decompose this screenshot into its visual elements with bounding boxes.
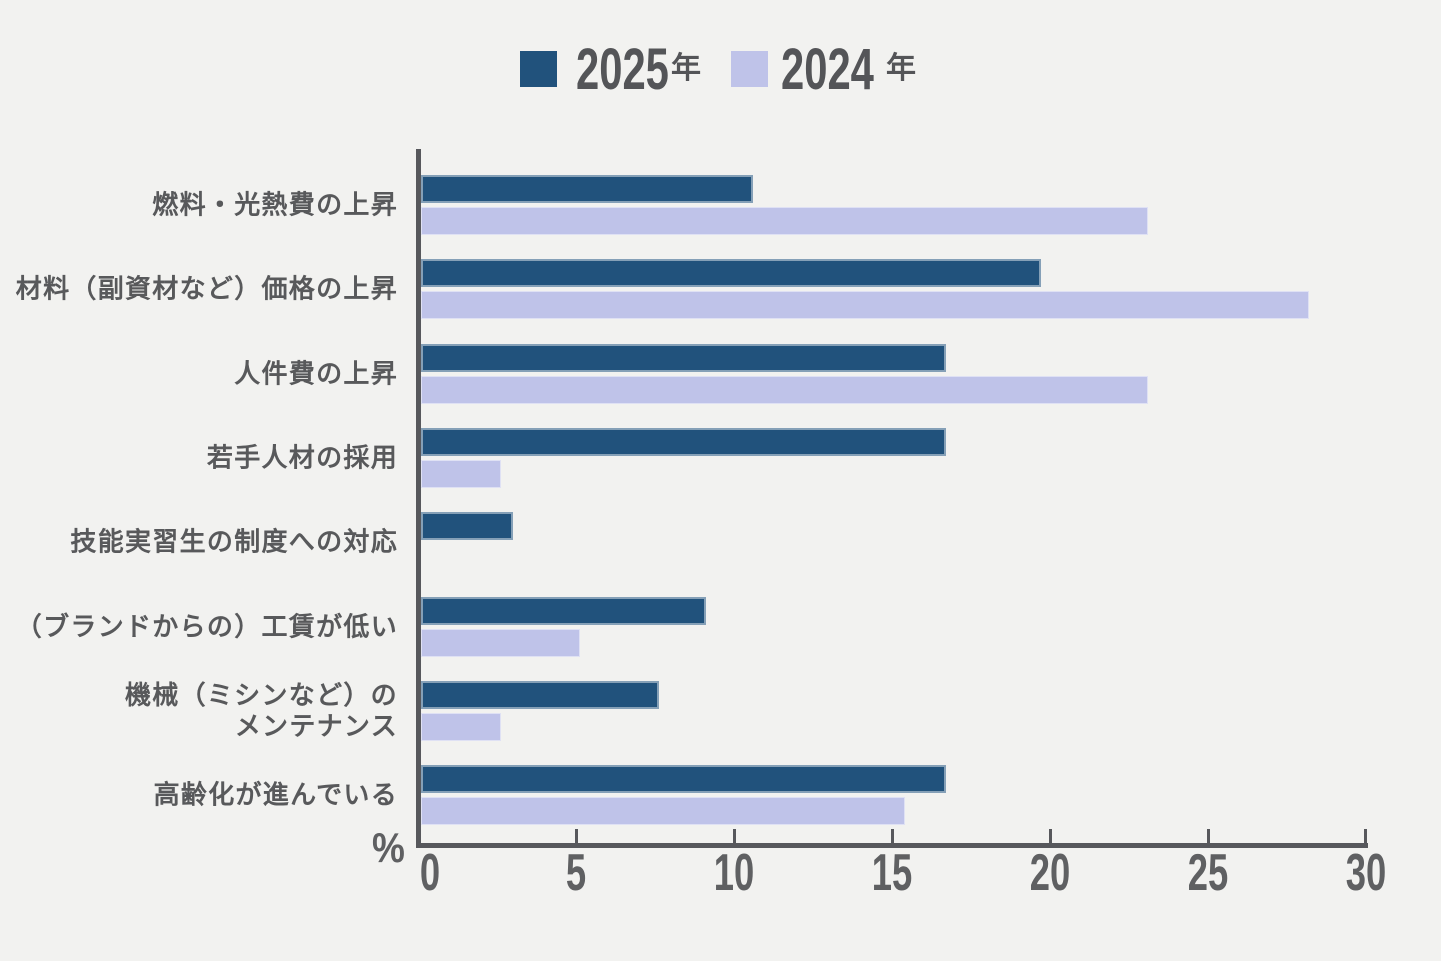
bar-2024: [420, 459, 501, 488]
x-axis-line: [416, 843, 1368, 848]
x-tick-label: 10: [714, 844, 755, 902]
bar-2024: [420, 712, 501, 741]
bar-2024: [420, 628, 580, 657]
bar-2024: [420, 207, 1148, 235]
x-tick: [1364, 829, 1368, 844]
bar-2024: [420, 291, 1310, 320]
legend-label-2025: 2025: [576, 37, 669, 102]
x-tick-label: 20: [1029, 844, 1071, 902]
bar-2025: [420, 596, 706, 625]
category-label: 燃料・光熱費の上昇: [152, 189, 398, 220]
category-label: （ブランドからの）工賃が低い: [15, 611, 398, 641]
bar-2025: [420, 259, 1041, 288]
x-axis-unit-label: %: [372, 824, 405, 871]
x-tick: [890, 829, 894, 844]
x-tick: [574, 829, 578, 844]
category-label: 人件費の上昇: [234, 358, 398, 389]
bar-2025: [420, 765, 946, 794]
x-tick-label: 0: [419, 844, 441, 902]
legend-swatch-2024: [731, 51, 768, 87]
x-tick: [732, 829, 736, 844]
bar-2024: [420, 375, 1148, 404]
legend-swatch-2025: [520, 51, 557, 87]
y-axis-line: [416, 149, 421, 847]
x-tick-label: 25: [1187, 844, 1229, 902]
x-tick-label: 30: [1345, 844, 1387, 902]
bar-2025: [420, 427, 946, 456]
bar-2025: [420, 175, 754, 203]
category-label: 高齢化が進んでいる: [153, 779, 398, 810]
legend-suffix-2024: 年: [886, 52, 916, 85]
legend-suffix-2025: 年: [671, 52, 701, 85]
x-tick-label: 15: [871, 844, 913, 902]
legend-label-2024: 2024: [781, 37, 874, 102]
x-tick: [1206, 829, 1210, 844]
bar-2025: [420, 512, 514, 541]
category-label: 若手人材の採用: [206, 442, 398, 473]
bar-2025: [420, 680, 659, 709]
category-label: 機械（ミシンなど）の メンテナンス: [124, 679, 398, 741]
category-label: 材料（副資材など）価格の上昇: [15, 273, 398, 304]
category-label: 技能実習生の制度への対応: [70, 526, 398, 557]
x-tick: [1048, 829, 1052, 844]
bar-2024: [420, 797, 905, 826]
x-tick-label: 5: [566, 844, 587, 902]
bar-2025: [420, 343, 946, 372]
